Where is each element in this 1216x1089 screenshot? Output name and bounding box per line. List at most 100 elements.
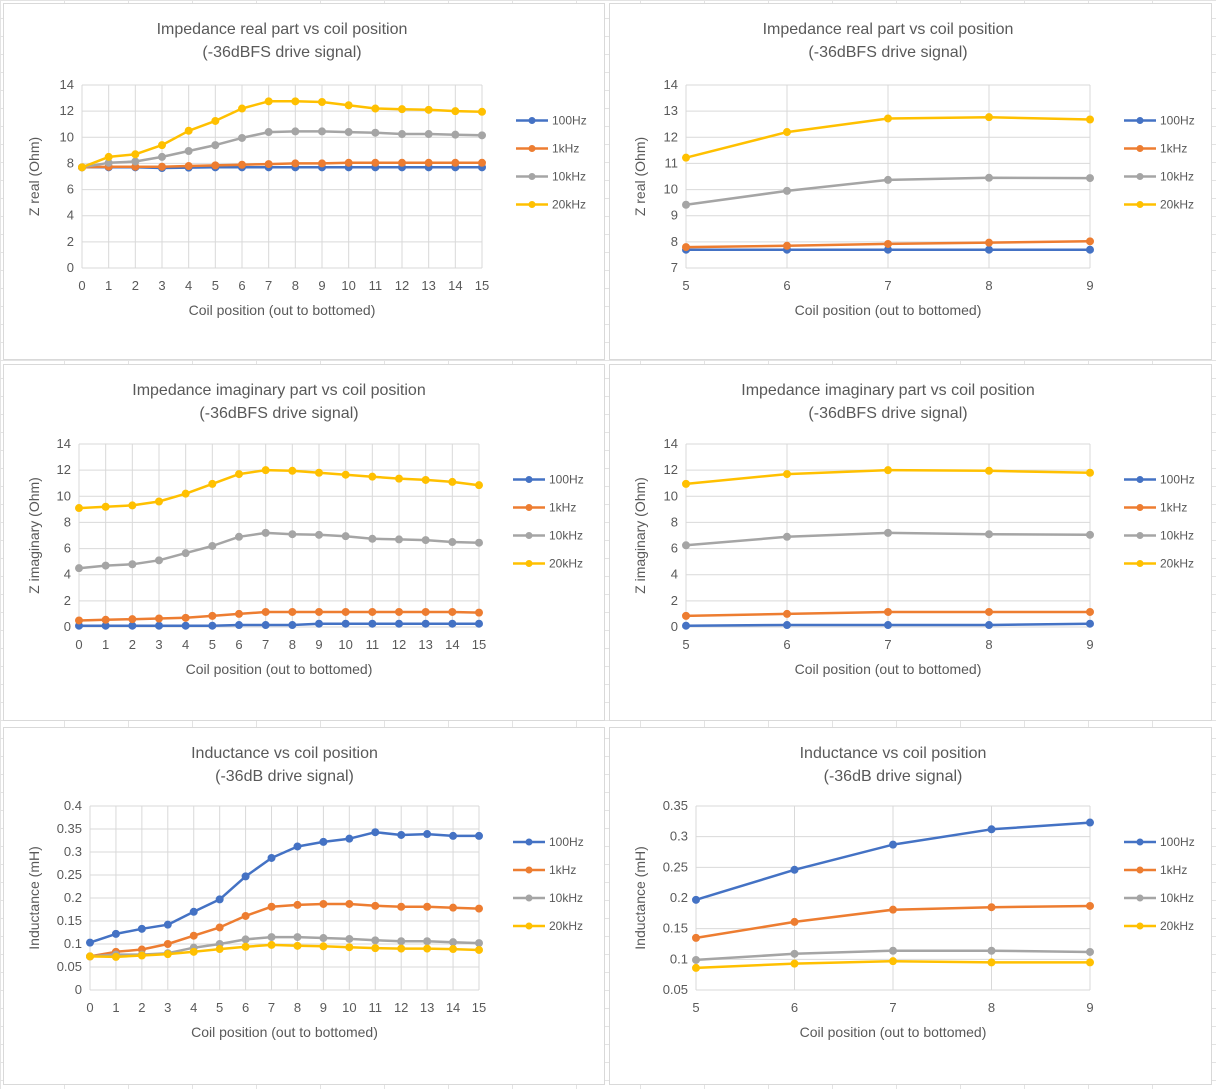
data-point bbox=[184, 162, 193, 171]
data-point bbox=[155, 614, 163, 623]
x-tick-label: 14 bbox=[446, 1000, 460, 1015]
data-point bbox=[288, 621, 297, 630]
legend-marker bbox=[525, 532, 533, 539]
y-tick-label: 10 bbox=[664, 488, 678, 503]
data-point bbox=[158, 141, 166, 150]
y-tick-label: 10 bbox=[57, 488, 71, 503]
x-tick-label: 9 bbox=[1086, 278, 1093, 293]
y-tick-label: 0.2 bbox=[670, 890, 688, 905]
data-point bbox=[288, 607, 297, 616]
data-point bbox=[790, 949, 799, 958]
x-tick-label: 6 bbox=[783, 278, 790, 293]
data-point bbox=[421, 619, 430, 628]
legend-label: 100Hz bbox=[552, 114, 587, 128]
data-point bbox=[267, 902, 276, 911]
data-point bbox=[101, 615, 110, 624]
data-point bbox=[985, 238, 993, 247]
data-point bbox=[371, 944, 380, 953]
legend-label: 1kHz bbox=[549, 863, 576, 877]
legend-label: 20kHz bbox=[549, 557, 583, 571]
data-point bbox=[238, 160, 246, 169]
data-point bbox=[128, 501, 137, 510]
data-point bbox=[163, 940, 172, 948]
x-tick-label: 9 bbox=[318, 278, 325, 293]
x-tick-label: 8 bbox=[988, 1000, 995, 1015]
legend-label: 100Hz bbox=[1160, 835, 1195, 849]
legend-marker bbox=[1136, 532, 1144, 539]
data-point bbox=[987, 825, 996, 834]
legend-marker bbox=[525, 838, 533, 846]
x-tick-label: 8 bbox=[985, 278, 992, 293]
y-tick-label: 0.05 bbox=[57, 959, 82, 974]
data-point bbox=[319, 837, 328, 846]
data-point bbox=[368, 534, 377, 543]
data-point bbox=[395, 607, 403, 616]
data-point bbox=[1086, 468, 1094, 477]
x-tick-label: 4 bbox=[185, 278, 192, 293]
series-line-20kHz bbox=[80, 100, 484, 169]
data-point bbox=[783, 621, 791, 630]
legend-marker bbox=[1136, 560, 1144, 567]
legend-label: 1kHz bbox=[1160, 863, 1187, 877]
legend-label: 1kHz bbox=[549, 501, 576, 515]
data-point bbox=[987, 958, 996, 967]
data-point bbox=[158, 162, 166, 171]
data-point bbox=[155, 497, 163, 506]
data-point bbox=[783, 470, 791, 479]
line-chart: Impedance imaginary part vs coil positio… bbox=[632, 382, 1195, 677]
data-point bbox=[985, 466, 993, 475]
legend-marker bbox=[525, 922, 533, 930]
data-point bbox=[241, 911, 250, 920]
x-tick-label: 5 bbox=[682, 637, 689, 652]
data-point bbox=[889, 946, 897, 955]
data-point bbox=[475, 831, 483, 840]
chart-panel: Inductance vs coil position (-36dB drive … bbox=[3, 727, 605, 1085]
data-point bbox=[423, 944, 432, 953]
data-point bbox=[137, 951, 146, 960]
data-point bbox=[783, 532, 791, 541]
data-point bbox=[395, 619, 403, 628]
x-tick-label: 0 bbox=[75, 637, 82, 652]
data-point bbox=[985, 530, 993, 539]
chart-panel: Impedance real part vs coil position (-36… bbox=[609, 3, 1212, 360]
y-tick-label: 12 bbox=[60, 103, 74, 118]
data-point bbox=[318, 159, 326, 168]
y-tick-label: 12 bbox=[664, 462, 678, 477]
y-tick-label: 0.05 bbox=[663, 982, 688, 997]
x-tick-label: 1 bbox=[112, 1000, 119, 1015]
y-tick-label: 4 bbox=[64, 567, 71, 582]
data-point bbox=[319, 934, 328, 943]
data-point bbox=[449, 945, 458, 954]
chart-panel: Inductance vs coil position (-36dB drive … bbox=[609, 727, 1212, 1085]
x-tick-label: 11 bbox=[369, 1000, 383, 1015]
x-tick-label: 6 bbox=[238, 278, 245, 293]
data-point bbox=[368, 619, 377, 628]
data-point bbox=[682, 611, 690, 620]
y-tick-label: 14 bbox=[57, 436, 71, 451]
data-point bbox=[421, 607, 430, 616]
data-point bbox=[189, 947, 198, 956]
series-line-1kHz bbox=[88, 902, 481, 958]
data-point bbox=[475, 608, 483, 617]
legend-label: 10kHz bbox=[549, 891, 583, 905]
data-point bbox=[1086, 237, 1094, 246]
data-point bbox=[424, 158, 433, 167]
data-point bbox=[448, 607, 457, 616]
data-point bbox=[682, 541, 690, 550]
y-tick-label: 8 bbox=[671, 514, 678, 529]
data-point bbox=[101, 561, 110, 570]
data-point bbox=[241, 872, 250, 881]
data-point bbox=[267, 940, 276, 949]
data-point bbox=[288, 466, 297, 475]
data-point bbox=[238, 104, 246, 113]
data-point bbox=[235, 532, 243, 541]
data-point bbox=[421, 536, 430, 545]
y-tick-label: 8 bbox=[67, 155, 74, 170]
x-tick-label: 3 bbox=[164, 1000, 171, 1015]
data-point bbox=[261, 466, 270, 475]
y-tick-label: 0 bbox=[671, 619, 678, 634]
legend-label: 100Hz bbox=[549, 473, 584, 487]
data-point bbox=[267, 933, 276, 942]
data-point bbox=[131, 150, 140, 159]
x-tick-label: 15 bbox=[475, 278, 489, 293]
